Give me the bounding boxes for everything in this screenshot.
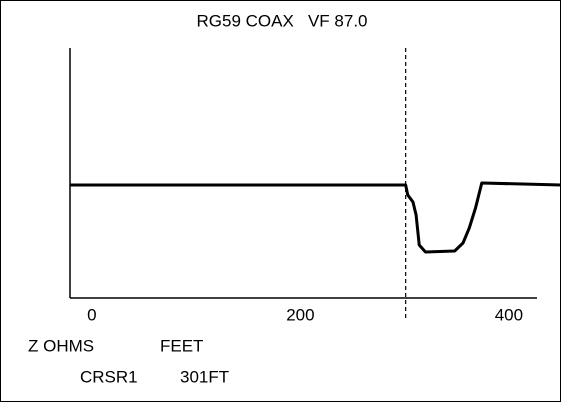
x-tick-label: 400 (495, 305, 523, 324)
chart-title: RG59 COAX VF 87.0 (196, 11, 367, 30)
x-tick-label: 200 (286, 305, 314, 324)
cursor-name: CRSR1 (80, 367, 138, 386)
cursor-label: 301FT (180, 367, 229, 386)
trace (70, 181, 561, 254)
x-tick-label: 0 (87, 305, 96, 324)
x-axis-label: FEET (160, 336, 203, 355)
y-axis-label: Z OHMS (28, 336, 94, 355)
